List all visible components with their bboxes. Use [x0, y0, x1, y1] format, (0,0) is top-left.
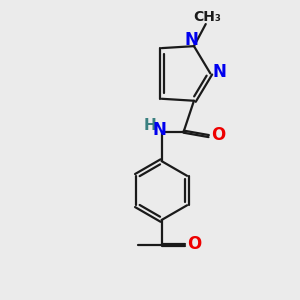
- Text: H: H: [143, 118, 156, 133]
- Text: N: N: [213, 63, 227, 81]
- Text: O: O: [187, 235, 201, 253]
- Text: N: N: [152, 121, 166, 139]
- Text: N: N: [185, 31, 199, 49]
- Text: CH₃: CH₃: [193, 10, 221, 24]
- Text: O: O: [211, 126, 225, 144]
